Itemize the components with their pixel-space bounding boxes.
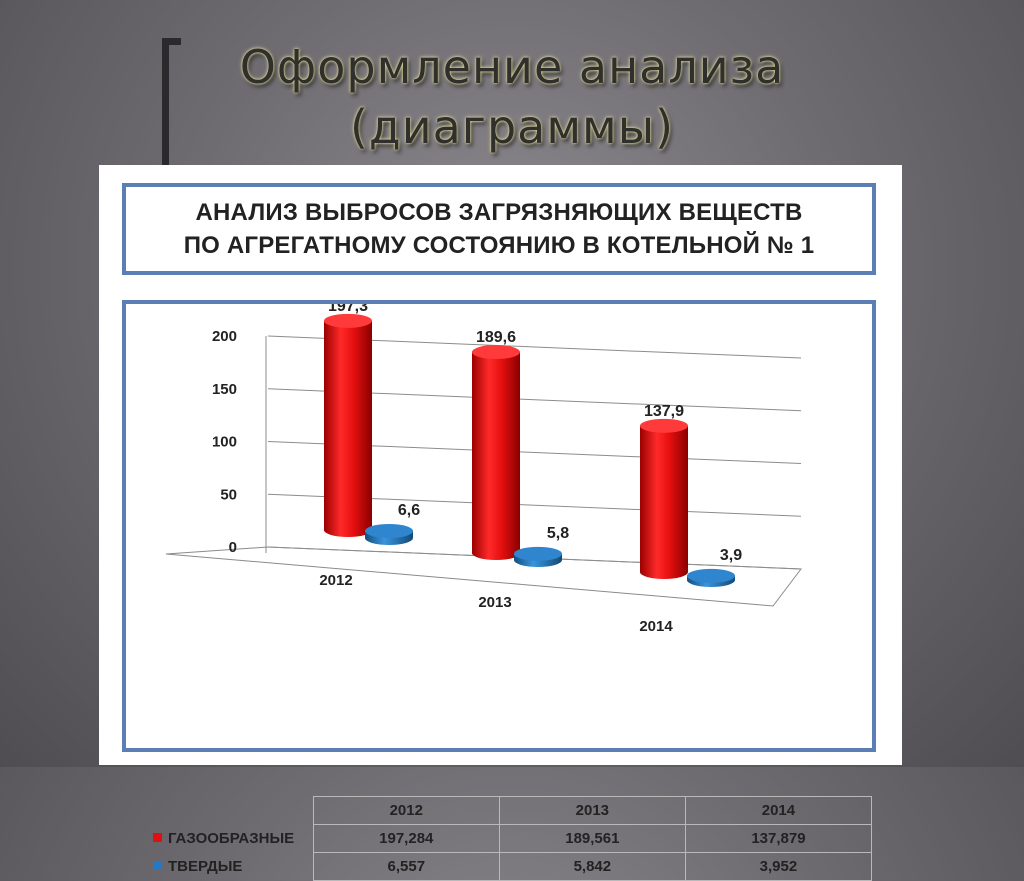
- table-corner: [149, 796, 314, 825]
- cell-gas-2014: 137,879: [684, 824, 873, 853]
- row-label-solid: ТВЕРДЫЕ: [149, 852, 314, 881]
- chart-3d-cylinders: 0 50 100 150 200 197,3 6,6 2012 189,6 5,8 2013 137,…: [165, 304, 802, 635]
- table-row-solid: ТВЕРДЫЕ 6,557 5,842 3,952: [149, 852, 873, 881]
- table-header-row: 2012 2013 2014: [149, 796, 873, 825]
- gas-data-label-2014: 137,9: [644, 403, 684, 420]
- slide-title-line1: Оформление анализа: [239, 40, 785, 94]
- data-table: 2012 2013 2014 ГАЗООБРАЗНЫЕ 197,284 189,…: [149, 796, 873, 881]
- chart-header-line1: АНАЛИЗ ВЫБРОСОВ ЗАГРЯЗНЯЮЩИХ ВЕЩЕСТВ: [195, 199, 803, 226]
- gas-cylinder-2013-top: [472, 345, 520, 360]
- chart-frame: 0 50 100 150 200 197,3 6,6 2012 189,6 5,8 2013 137,…: [122, 300, 876, 881]
- cell-solid-2014: 3,952: [684, 852, 873, 881]
- legend-key-solid: [153, 861, 162, 870]
- gas-data-label-2012: 197,3: [328, 304, 368, 315]
- x-tick-label-2013: 2013: [478, 594, 511, 611]
- legend-key-gas: [153, 833, 162, 842]
- x-tick-label-2014: 2014: [639, 618, 673, 635]
- solid-data-label-2012: 6,6: [398, 502, 420, 519]
- row-label-gas-text: ГАЗООБРАЗНЫЕ: [168, 830, 295, 847]
- y-tick-label-200: 200: [212, 328, 237, 345]
- row-label-gas: ГАЗООБРАЗНЫЕ: [149, 824, 314, 853]
- chart-header-box: АНАЛИЗ ВЫБРОСОВ ЗАГРЯЗНЯЮЩИХ ВЕЩЕСТВ ПО …: [122, 183, 876, 275]
- table-row-gas: ГАЗООБРАЗНЫЕ 197,284 189,561 137,879: [149, 824, 873, 853]
- gas-cylinder-2014-body: [640, 425, 688, 579]
- cell-solid-2012: 6,557: [312, 852, 500, 881]
- gas-data-label-2013: 189,6: [476, 329, 516, 346]
- gas-cylinder-2013-body: [472, 352, 520, 560]
- gas-cylinder-2012-top: [324, 313, 372, 328]
- table-header-2014: 2014: [684, 796, 873, 825]
- cell-gas-2013: 189,561: [498, 824, 686, 853]
- row-label-solid-text: ТВЕРДЫЕ: [168, 858, 243, 875]
- x-tick-label-2012: 2012: [319, 572, 352, 589]
- solid-cylinder-2012-top: [365, 524, 413, 539]
- table-header-2013: 2013: [498, 796, 686, 825]
- y-tick-label-0: 0: [229, 539, 237, 556]
- gas-cylinder-2014-top: [640, 418, 688, 433]
- solid-cylinder-2014-top: [687, 568, 735, 583]
- gas-cylinder-2012-body: [324, 320, 372, 537]
- cell-solid-2013: 5,842: [498, 852, 686, 881]
- y-tick-label-50: 50: [220, 486, 237, 503]
- solid-data-label-2014: 3,9: [720, 547, 742, 564]
- cell-gas-2012: 197,284: [312, 824, 500, 853]
- chart-header-line2: ПО АГРЕГАТНОМУ СОСТОЯНИЮ В КОТЕЛЬНОЙ № 1: [183, 232, 815, 259]
- solid-cylinder-2013-top: [514, 546, 562, 561]
- table-header-2012: 2012: [312, 796, 500, 825]
- slide-title-line2: (диаграммы): [349, 100, 675, 154]
- solid-data-label-2013: 5,8: [547, 525, 569, 542]
- y-tick-label-100: 100: [212, 434, 237, 451]
- y-tick-label-150: 150: [212, 381, 237, 398]
- content-panel: АНАЛИЗ ВЫБРОСОВ ЗАГРЯЗНЯЮЩИХ ВЕЩЕСТВ ПО …: [99, 165, 902, 881]
